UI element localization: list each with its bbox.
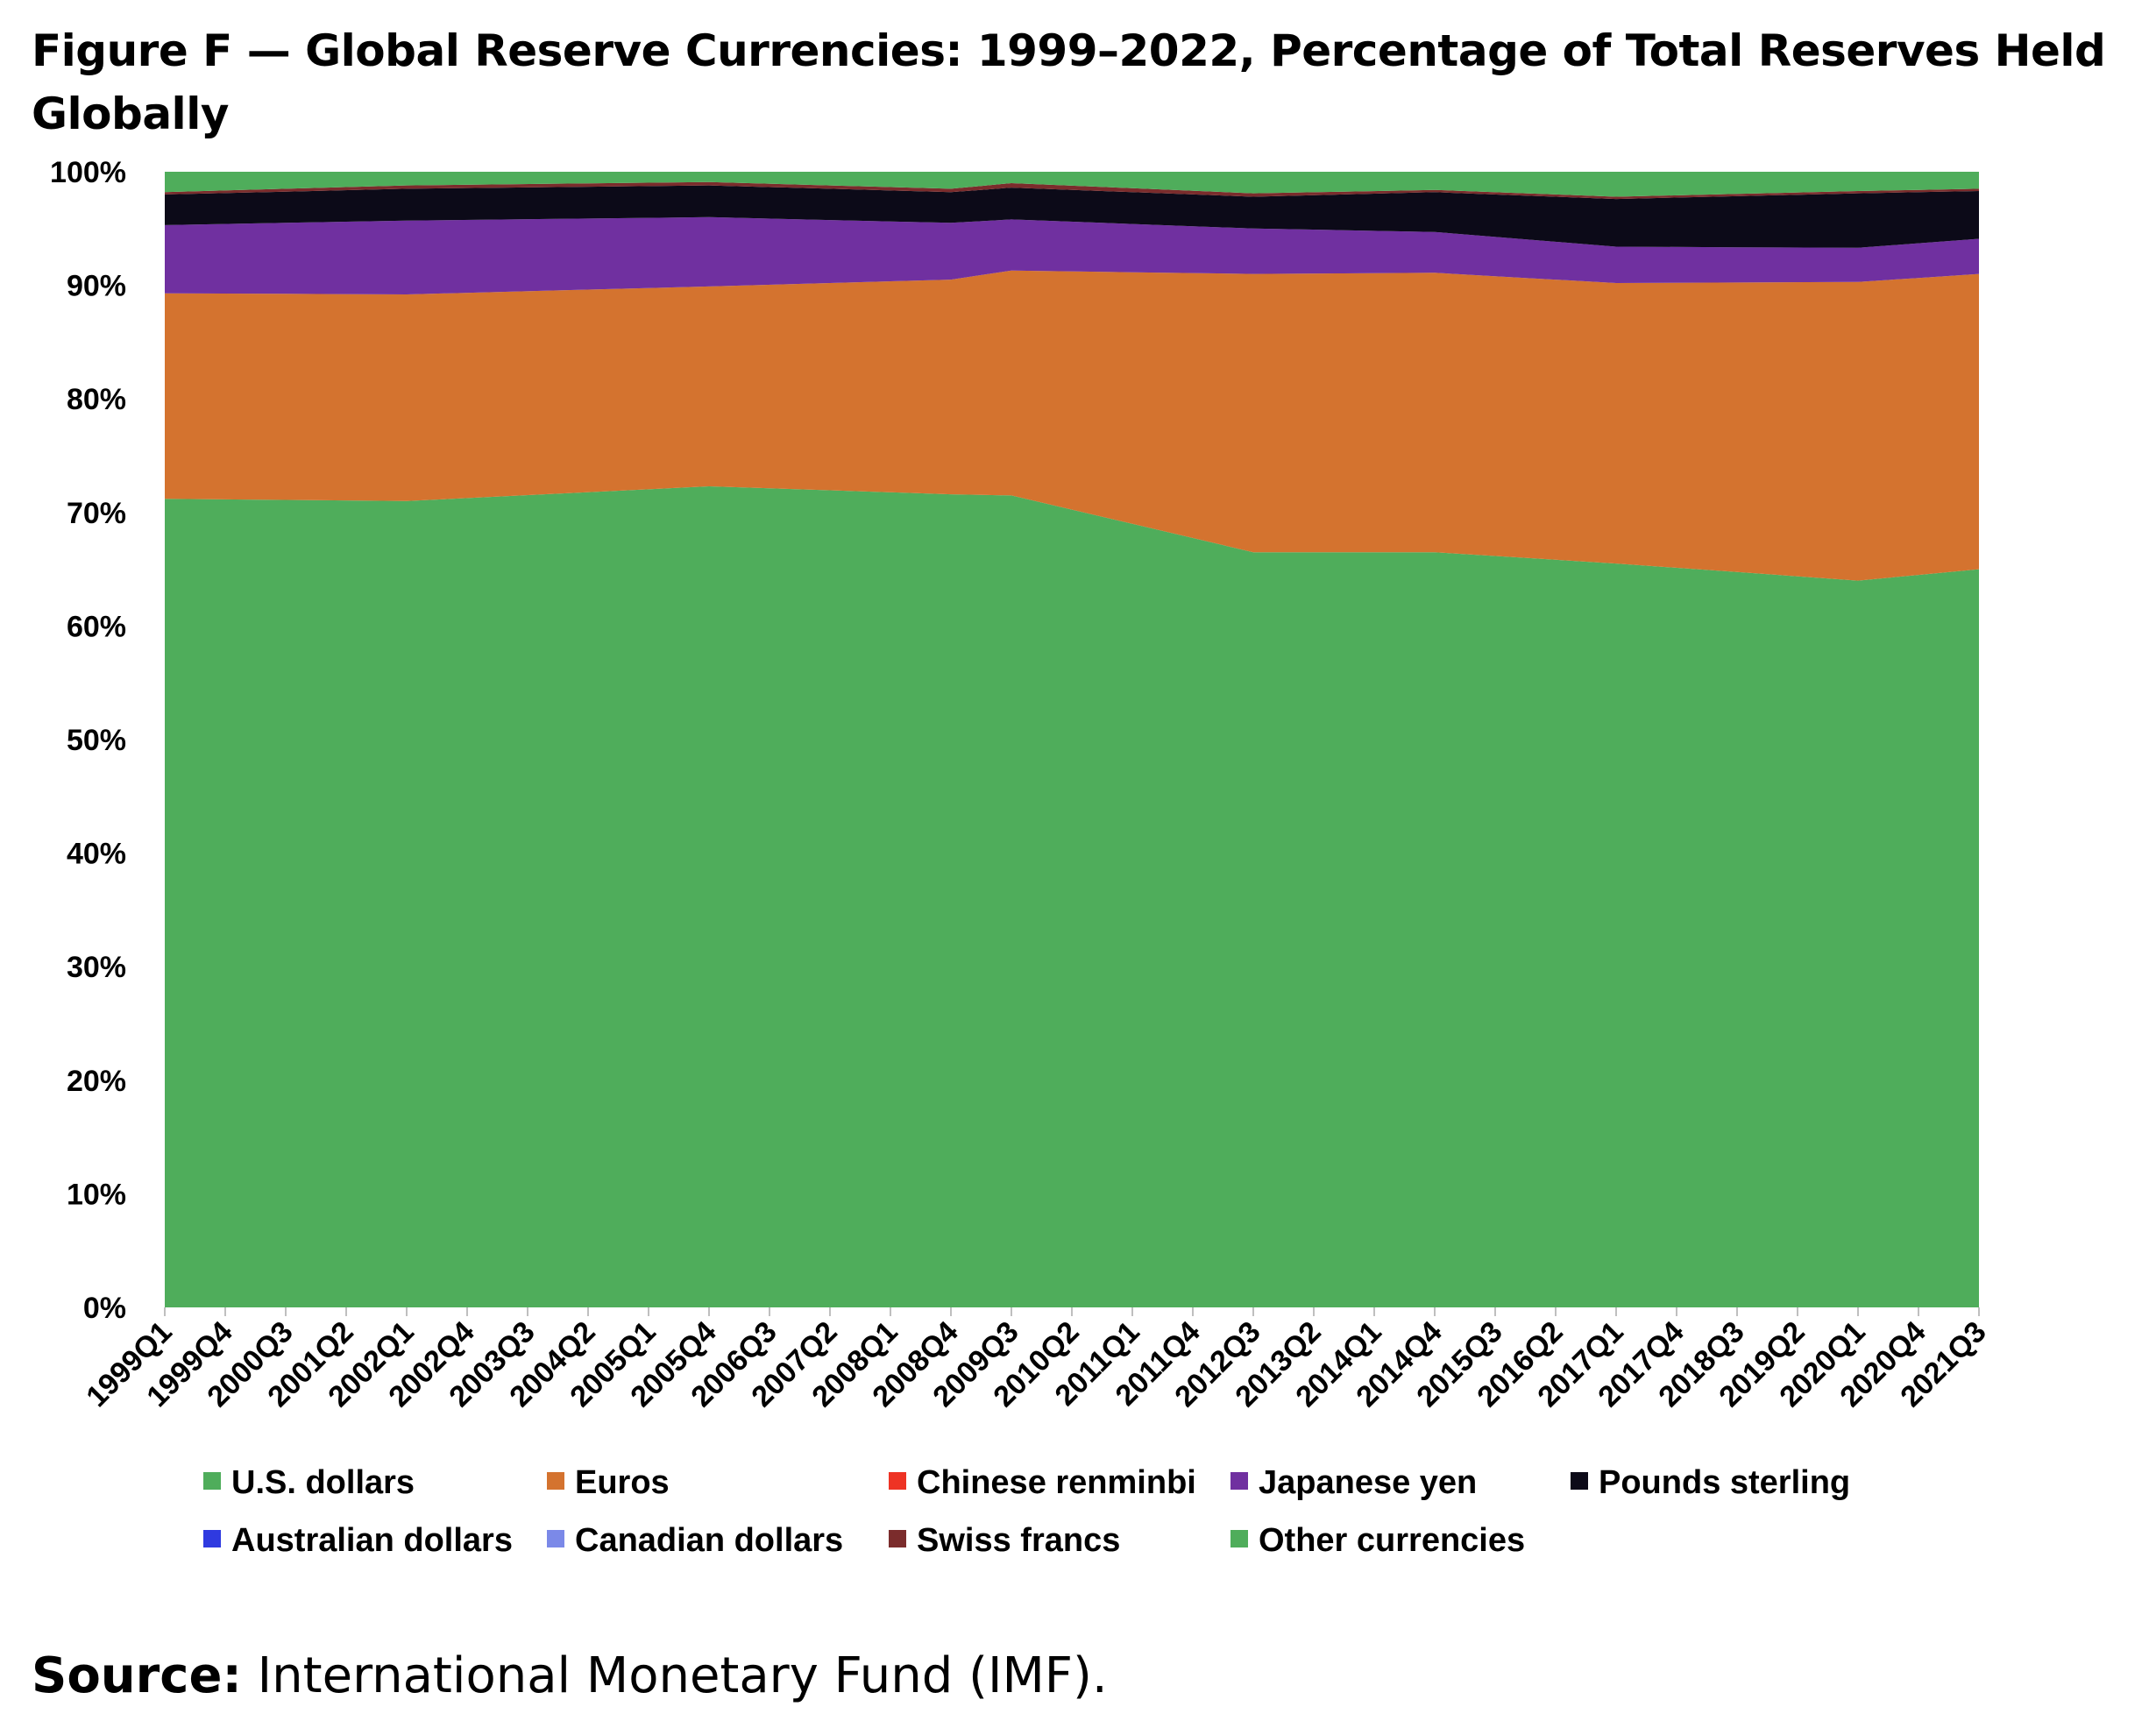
y-tick-label: 80% xyxy=(67,383,126,416)
y-axis: 0% 10% 20% 30% 40% 50% 60% 70% 80% 90% 100% xyxy=(50,156,126,1325)
y-tick-label: 10% xyxy=(67,1178,126,1211)
legend-swatch xyxy=(203,1530,221,1547)
legend-swatch xyxy=(1571,1472,1588,1490)
legend-swatch xyxy=(547,1472,564,1490)
legend-label: Swiss francs xyxy=(917,1522,1120,1559)
y-tick-label: 0% xyxy=(83,1292,126,1325)
y-tick-label: 100% xyxy=(50,156,126,189)
source-text: International Monetary Fund (IMF). xyxy=(241,1647,1108,1704)
y-tick-label: 70% xyxy=(67,497,126,530)
y-tick-label: 20% xyxy=(67,1065,126,1098)
area-euros xyxy=(165,270,1979,581)
y-tick-label: 90% xyxy=(67,270,126,303)
legend-label: Other currencies xyxy=(1259,1522,1525,1559)
legend-swatch xyxy=(547,1530,564,1547)
area-swiss-francs xyxy=(165,181,1979,200)
y-tick-label: 40% xyxy=(67,838,126,871)
legend-label: Australian dollars xyxy=(231,1522,513,1559)
source-note: Source: International Monetary Fund (IMF… xyxy=(32,1647,1108,1704)
area-japanese-yen xyxy=(165,216,1979,294)
legend-label: U.S. dollars xyxy=(231,1464,415,1501)
y-tick-label: 50% xyxy=(67,724,126,757)
legend-label: Pounds sterling xyxy=(1599,1464,1850,1501)
legend: U.S. dollars Euros Chinese renminbi Japanes… xyxy=(203,1464,1850,1559)
chart-title: Figure F — Global Reserve Currencies: 19… xyxy=(32,25,2106,139)
legend-swatch xyxy=(1230,1530,1248,1547)
legend-label: Canadian dollars xyxy=(575,1522,843,1559)
legend-swatch xyxy=(1230,1472,1248,1490)
source-label: Source: xyxy=(32,1647,242,1704)
area-other-currencies xyxy=(165,172,1979,197)
legend-label: Chinese renminbi xyxy=(917,1464,1196,1501)
x-axis: 1999Q11999Q42000Q32001Q22002Q12002Q42003… xyxy=(80,1307,1993,1413)
legend-swatch xyxy=(889,1472,906,1490)
legend-swatch xyxy=(889,1530,906,1547)
area-series-group xyxy=(165,172,1979,1307)
area-u-s-dollars xyxy=(165,486,1979,1307)
legend-swatch xyxy=(203,1472,221,1490)
legend-label: Euros xyxy=(575,1464,670,1501)
stacked-area-chart: 0% 10% 20% 30% 40% 50% 60% 70% 80% 90% 100% 1999Q1… xyxy=(50,156,1993,1559)
area-pounds-sterling xyxy=(165,185,1979,248)
y-tick-label: 60% xyxy=(67,610,126,643)
y-tick-label: 30% xyxy=(67,951,126,984)
legend-label: Japanese yen xyxy=(1259,1464,1477,1501)
